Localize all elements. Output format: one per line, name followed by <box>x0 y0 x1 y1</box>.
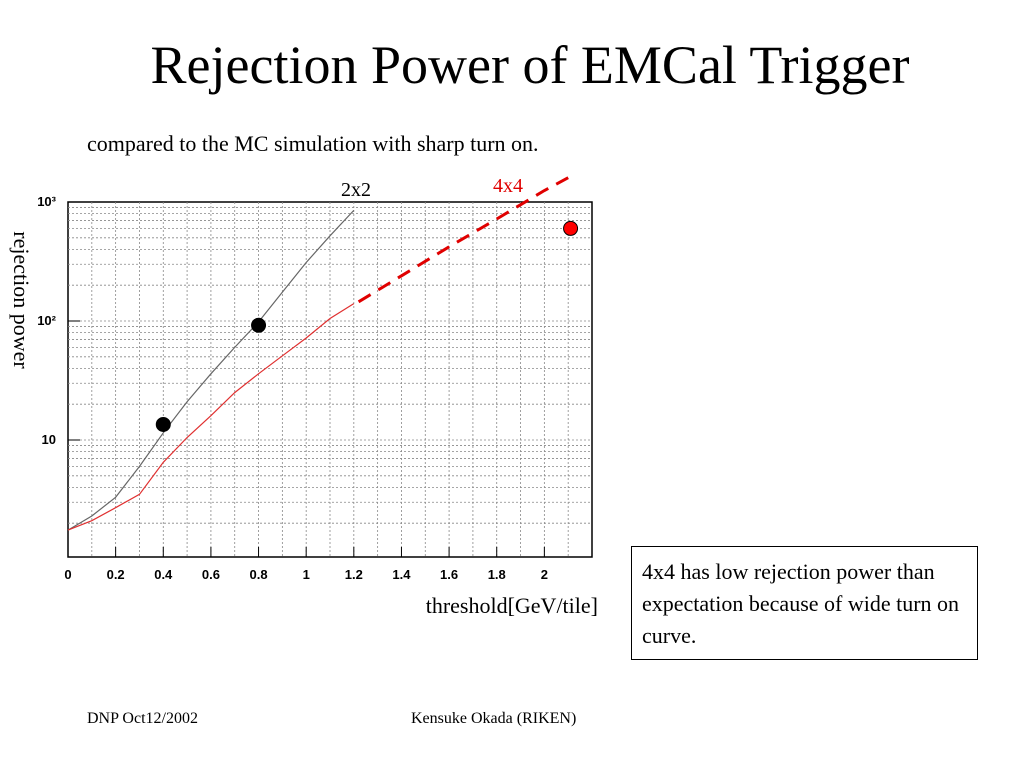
plot-grid <box>68 202 592 557</box>
data-point <box>563 220 579 236</box>
marker-layer <box>155 220 579 432</box>
x-tick-label: 0 <box>64 567 71 582</box>
axis-ticks: 0 0.2 0.4 0.6 0.8 1 1.2 1.4 1.6 1.8 2 10 10² 10³ <box>37 194 548 582</box>
y-tick-label: 10² <box>37 313 56 328</box>
y-tick-label: 10 <box>42 432 56 447</box>
footer-date: DNP Oct12/2002 <box>87 710 198 727</box>
x-tick-label: 1.4 <box>392 567 411 582</box>
series-layer <box>67 176 569 531</box>
x-tick-label: 0.6 <box>202 567 220 582</box>
x-tick-label: 1 <box>303 567 310 582</box>
x-tick-label: 0.2 <box>107 567 125 582</box>
x-tick-label: 2 <box>541 567 548 582</box>
x-tick-label: 0.4 <box>154 567 173 582</box>
x-tick-label: 0.8 <box>250 567 268 582</box>
series-line <box>67 303 355 531</box>
x-tick-label: 1.6 <box>440 567 458 582</box>
y-axis-label: rejection power <box>9 231 34 369</box>
slide-subtitle: compared to the MC simulation with sharp… <box>87 131 539 156</box>
footer-author: Kensuke Okada (RIKEN) <box>411 710 577 727</box>
x-tick-label: 1.2 <box>345 567 363 582</box>
series-label-2x2: 2x2 <box>341 179 371 201</box>
series-line <box>67 209 355 531</box>
y-tick-label: 10³ <box>37 194 56 209</box>
series-label-4x4: 4x4 <box>493 175 523 197</box>
note-box: 4x4 has low rejection power than expecta… <box>631 546 978 660</box>
x-tick-label: 1.8 <box>488 567 506 582</box>
slide-title: Rejection Power of EMCal Trigger <box>150 35 910 95</box>
data-point <box>251 317 267 333</box>
data-point <box>155 416 171 432</box>
x-axis-label: threshold[GeV/tile] <box>426 593 598 618</box>
